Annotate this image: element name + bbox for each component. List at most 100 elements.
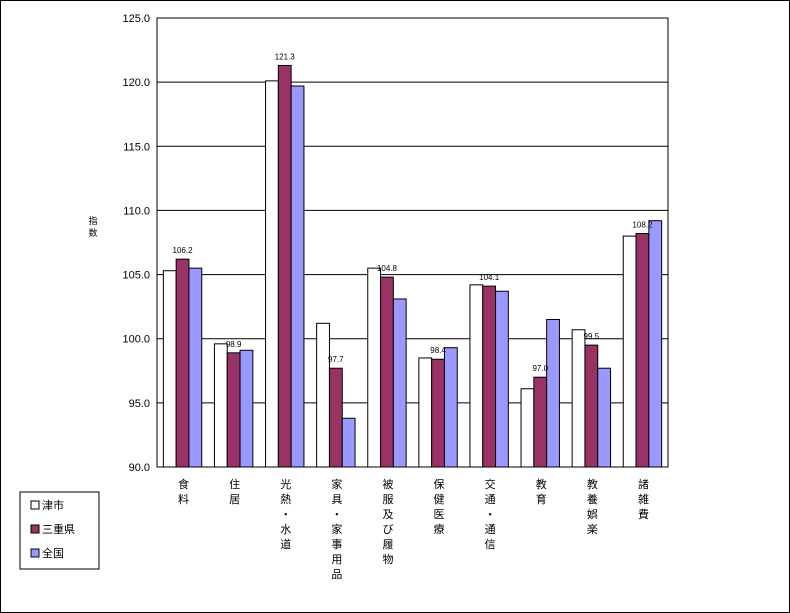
category-label: 事 <box>331 538 342 551</box>
bar <box>495 290 509 468</box>
bar <box>520 388 535 468</box>
data-labels: 106.2 98.9 121.3 97.7 104.8 98.4 104.1 97.0 99.5… <box>173 52 653 373</box>
data-label: 106.2 <box>173 246 194 255</box>
bar <box>239 349 254 468</box>
category-label: 料 <box>178 492 189 506</box>
category-label: 楽 <box>587 523 598 536</box>
category-label: 履 <box>382 538 393 551</box>
category-label: 物 <box>382 552 393 566</box>
y-tick-label: 95.0 <box>129 398 150 410</box>
category-label: び <box>382 523 393 536</box>
y-axis-label-char: 指 <box>88 215 97 227</box>
category-label: 信 <box>485 538 496 551</box>
category-label: 通 <box>485 493 496 506</box>
category-label: ・ <box>331 508 342 521</box>
category-label: 療 <box>434 522 445 536</box>
data-label: 121.3 <box>275 52 296 61</box>
legend-label: 三重県 <box>42 522 75 536</box>
y-tick-label: 105.0 <box>122 270 150 282</box>
data-label: 108.2 <box>632 221 653 230</box>
category-label: 水 <box>280 523 291 536</box>
bars <box>162 64 663 468</box>
category-label: 居 <box>229 493 240 506</box>
bar <box>584 344 599 468</box>
bar <box>213 343 228 468</box>
category-label: 具 <box>331 493 342 506</box>
category-label: 雑 <box>638 492 649 506</box>
category-label: ・ <box>280 508 291 521</box>
bar <box>265 80 279 468</box>
bar <box>175 258 190 468</box>
category-label: 育 <box>536 492 547 506</box>
data-label: 104.8 <box>377 264 398 273</box>
category-label: 健 <box>434 493 445 506</box>
y-tick-label: 115.0 <box>123 141 150 153</box>
data-label: 104.1 <box>479 273 500 282</box>
category-label: 住 <box>229 477 240 491</box>
category-label: 品 <box>331 568 342 581</box>
category-label: 光 <box>280 477 291 491</box>
bar <box>418 357 433 468</box>
y-tick-label: 110.0 <box>123 205 150 217</box>
y-axis-label-char: 数 <box>88 227 97 239</box>
bar <box>546 318 560 468</box>
legend-swatch <box>30 548 40 558</box>
category-label: 教 <box>536 478 547 491</box>
bar <box>482 285 497 468</box>
y-axis-ticks: 90.0 95.0 100.0 105.0 110.0 115.0 120.0 125.0 <box>122 13 150 474</box>
bar <box>367 267 382 468</box>
category-label: 用 <box>331 553 342 566</box>
bar <box>392 298 407 468</box>
category-label: 娯 <box>587 507 598 521</box>
category-label: ・ <box>485 508 496 521</box>
category-label: 通 <box>485 523 496 536</box>
category-label: 保 <box>434 477 445 491</box>
category-label: 家 <box>331 477 342 491</box>
category-label: 道 <box>280 537 291 551</box>
category-label: 教 <box>587 478 598 491</box>
legend-label: 全国 <box>42 546 64 560</box>
data-label: 97.7 <box>328 355 344 364</box>
category-label: 服 <box>382 493 393 506</box>
bar <box>469 284 484 468</box>
bar <box>571 329 586 468</box>
data-label: 98.4 <box>430 346 446 355</box>
category-label: 諸 <box>638 477 649 491</box>
y-tick-label: 100.0 <box>122 334 150 346</box>
data-label: 97.0 <box>532 364 548 373</box>
category-label: 家 <box>331 522 342 536</box>
category-label: 及 <box>382 508 393 521</box>
bar <box>635 233 650 468</box>
bar <box>277 64 292 468</box>
data-label: 98.9 <box>226 340 242 349</box>
bar <box>328 367 343 468</box>
data-label: 99.5 <box>584 332 600 341</box>
bar <box>597 367 612 468</box>
bar <box>162 270 177 468</box>
y-tick-label: 90.0 <box>129 462 150 474</box>
bar <box>188 267 203 468</box>
bar <box>380 276 394 468</box>
category-label: 養 <box>587 492 598 506</box>
category-label: 交 <box>485 477 496 491</box>
bar <box>316 322 330 468</box>
bar <box>443 347 458 468</box>
bar <box>648 220 663 468</box>
legend-label: 津市 <box>42 498 64 512</box>
legend-swatch <box>30 500 40 510</box>
y-tick-label: 120.0 <box>122 77 150 89</box>
category-label: 食 <box>178 477 189 491</box>
bar <box>341 417 356 468</box>
y-tick-label: 125.0 <box>122 13 150 25</box>
category-label: 被 <box>382 478 393 491</box>
category-label: 医 <box>434 508 445 521</box>
bar <box>431 358 445 468</box>
bar <box>533 376 548 468</box>
legend-swatch <box>30 524 40 534</box>
bar <box>622 235 637 468</box>
category-label: 費 <box>638 507 649 521</box>
bar <box>226 352 241 468</box>
